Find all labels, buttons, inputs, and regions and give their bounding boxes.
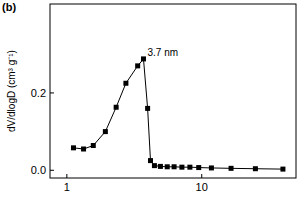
data-marker [152,163,157,168]
data-marker [172,164,177,169]
data-marker [91,143,96,148]
y-tick-label: 0.0 [31,164,46,176]
data-marker [229,166,234,171]
panel-label: (b) [2,1,16,13]
data-marker [165,164,170,169]
data-marker [145,106,150,111]
data-marker [71,145,76,150]
data-marker [196,165,201,170]
data-marker [253,166,258,171]
data-marker [148,158,153,163]
x-tick [201,174,202,178]
series [71,56,285,171]
chart: 0.0 0.2 1 10 dV/dlogD (cm³ g⁻¹) (b) 3.7 nm [0,0,300,200]
data-marker [141,56,146,61]
annotation: 3.7 nm [147,47,178,58]
x-tick-label: 10 [196,181,208,193]
data-marker [209,165,214,170]
data-marker [158,164,163,169]
data-marker [81,147,86,152]
data-marker [114,105,119,110]
x-tick-label: 1 [64,181,70,193]
y-axis-label: dV/dlogD (cm³ g⁻¹) [6,50,17,132]
plot-frame [50,4,296,178]
data-marker [179,165,184,170]
data-line [73,59,282,169]
data-marker [103,129,108,134]
y-tick-label: 0.2 [31,87,46,99]
y-tick [50,92,54,93]
data-marker [187,165,192,170]
y-tick [50,170,54,171]
data-marker [280,167,285,172]
data-marker [123,81,128,86]
data-marker [135,63,140,68]
x-tick [66,174,67,178]
